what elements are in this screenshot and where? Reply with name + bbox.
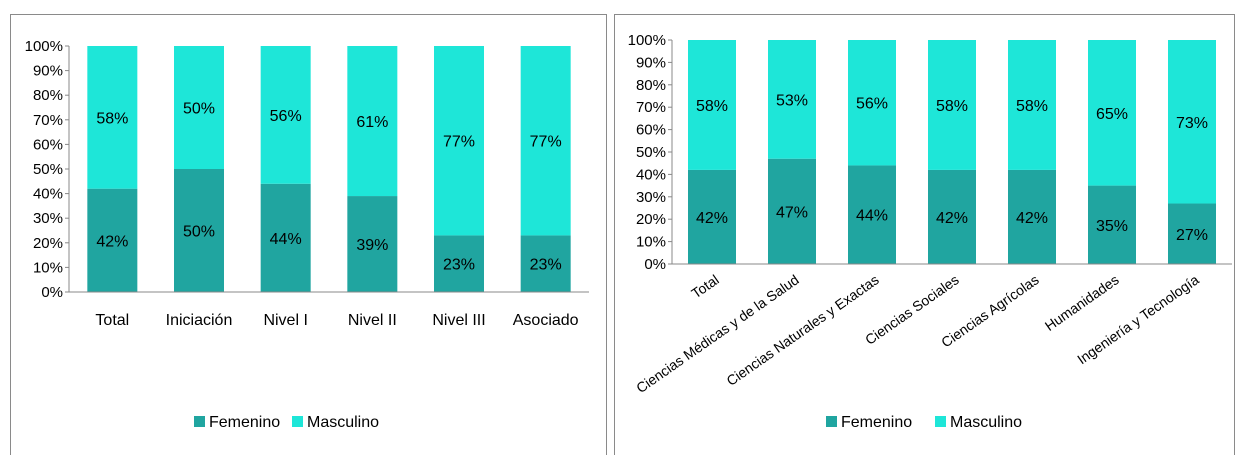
bar-masculino [434, 46, 484, 236]
data-label: 50% [183, 101, 215, 118]
y-tick-label: 20% [33, 235, 63, 252]
x-category-label: Nivel III [432, 312, 485, 329]
legend-swatch-masculino [292, 416, 303, 427]
y-tick-label: 40% [33, 186, 63, 203]
data-label: 42% [1016, 210, 1048, 227]
data-label: 23% [530, 257, 562, 274]
y-tick-label: 100% [25, 38, 63, 55]
y-tick-label: 90% [636, 54, 666, 71]
data-label: 44% [856, 208, 888, 225]
bar-masculino [174, 46, 224, 169]
data-label: 50% [183, 224, 215, 241]
legend-swatch-femenino [826, 416, 837, 427]
chart-panel-levels: 0% 10% 20% 30% 40% 50% 60% 70% 80% 90% 100% 42% 58% T… [10, 14, 607, 455]
bar-femenino [520, 235, 571, 292]
data-label: 42% [696, 210, 728, 227]
y-tick-label: 60% [636, 122, 666, 139]
bar-masculino [347, 46, 398, 197]
bar-femenino [1008, 169, 1056, 264]
data-label: 56% [856, 96, 888, 113]
data-label: 53% [776, 92, 808, 109]
bar-femenino [688, 169, 736, 264]
data-label: 58% [96, 110, 128, 127]
clipped-title-fragment [0, 0, 1240, 8]
y-tick-label: 20% [636, 211, 666, 228]
legend-label-masculino: Masculino [950, 414, 1022, 431]
chart-levels-svg: 0% 10% 20% 30% 40% 50% 60% 70% 80% 90% 100% 42% 58% T… [25, 38, 589, 431]
bar-femenino [347, 196, 398, 292]
data-label: 35% [1096, 218, 1128, 235]
bar-femenino [848, 165, 896, 264]
y-tick-label: 30% [33, 210, 63, 227]
x-category-label: Ciencias Médicas y de la Salud [633, 271, 802, 396]
data-label: 27% [1176, 227, 1208, 244]
x-category-label: Nivel I [263, 312, 307, 329]
bar-masculino [87, 46, 138, 189]
bar-femenino [928, 169, 976, 264]
bar-masculino [688, 40, 736, 170]
x-category-label: Nivel II [348, 312, 397, 329]
x-category-label: Ciencias Naturales y Exactas [723, 271, 881, 389]
bar-masculino [848, 40, 896, 166]
legend-label-femenino: Femenino [841, 414, 912, 431]
bar-masculino [768, 40, 816, 159]
data-label: 42% [936, 210, 968, 227]
x-category-label: Total [95, 312, 129, 329]
y-tick-label: 70% [636, 99, 666, 116]
y-tick-label: 80% [636, 77, 666, 94]
data-label: 47% [776, 204, 808, 221]
legend-label-femenino: Femenino [209, 414, 280, 431]
y-tick-label: 70% [33, 112, 63, 129]
bar-femenino [260, 183, 311, 292]
data-label: 73% [1176, 115, 1208, 132]
bar-femenino [1088, 185, 1136, 264]
bar-femenino [768, 158, 816, 264]
bar-masculino [260, 46, 311, 184]
bar-femenino [1168, 203, 1216, 264]
legend-label-masculino: Masculino [307, 414, 379, 431]
data-label: 77% [443, 134, 475, 151]
data-label: 42% [96, 233, 128, 250]
data-label: 56% [270, 108, 302, 125]
y-tick-label: 40% [636, 166, 666, 183]
legend-swatch-femenino [194, 416, 205, 427]
data-label: 58% [696, 98, 728, 115]
data-label: 39% [356, 237, 388, 254]
bar-masculino [1008, 40, 1056, 170]
y-tick-label: 100% [628, 32, 666, 49]
data-label: 44% [270, 231, 302, 248]
data-label: 58% [1016, 98, 1048, 115]
bar-masculino [1168, 40, 1216, 204]
y-tick-label: 50% [33, 161, 63, 178]
y-tick-label: 0% [41, 284, 63, 301]
bar-femenino [434, 235, 484, 292]
x-category-label: Asociado [513, 312, 579, 329]
y-tick-label: 60% [33, 136, 63, 153]
legend-swatch-masculino [935, 416, 946, 427]
bar-femenino [87, 188, 138, 292]
bar-femenino [174, 169, 224, 292]
y-tick-label: 0% [644, 256, 666, 273]
y-tick-label: 50% [636, 144, 666, 161]
data-label: 23% [443, 257, 475, 274]
bar-masculino [928, 40, 976, 170]
bar-masculino [1088, 40, 1136, 186]
data-label: 65% [1096, 106, 1128, 123]
chart-panel-areas: 0% 10% 20% 30% 40% 50% 60% 70% 80% 90% 100% 42% 58% T… [614, 14, 1235, 455]
y-tick-label: 10% [636, 234, 666, 251]
y-tick-label: 10% [33, 259, 63, 276]
y-tick-label: 80% [33, 87, 63, 104]
x-category-label: Iniciación [166, 312, 233, 329]
bar-masculino [520, 46, 571, 236]
data-label: 61% [356, 114, 388, 131]
data-label: 77% [530, 134, 562, 151]
data-label: 58% [936, 98, 968, 115]
y-tick-label: 90% [33, 63, 63, 80]
y-tick-label: 30% [636, 189, 666, 206]
chart-areas-svg: 0% 10% 20% 30% 40% 50% 60% 70% 80% 90% 100% 42% 58% T… [628, 32, 1232, 431]
x-category-label: Humanidades [1042, 271, 1122, 334]
x-category-label: Total [688, 271, 721, 301]
